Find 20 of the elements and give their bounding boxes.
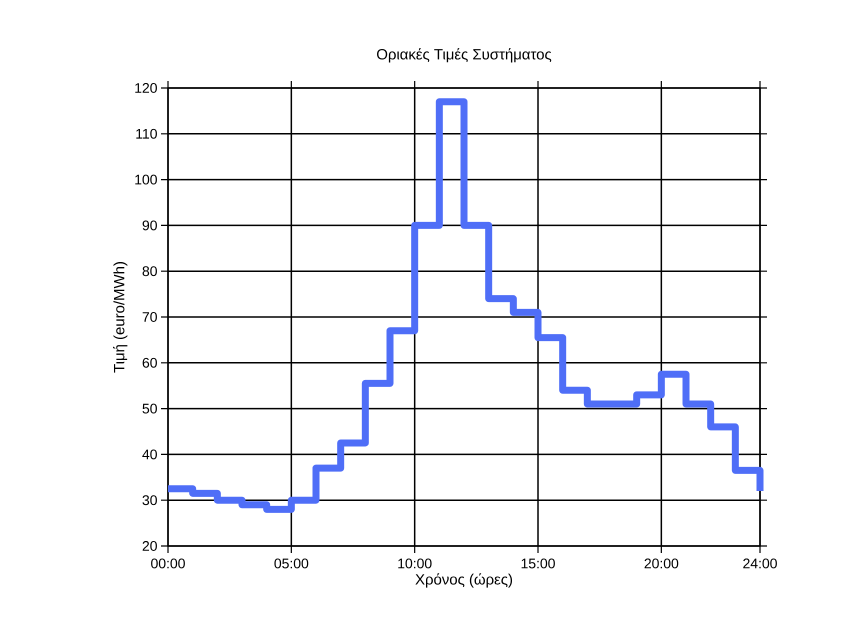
y-tick-label: 20 [142, 541, 157, 551]
y-tick-label: 120 [135, 83, 157, 93]
chart-title: Οριακές Τιμές Συστήματος [377, 48, 552, 62]
y-tick-label: 100 [135, 174, 157, 185]
y-tick-label: 110 [136, 128, 157, 139]
x-tick-label: 10:00 [398, 558, 432, 568]
x-tick-label: 00:00 [151, 558, 185, 568]
y-tick-label: 30 [142, 495, 157, 506]
x-tick-label: 05:00 [274, 558, 308, 568]
y-axis-title: Τιμή (euro/MWh) [113, 262, 128, 373]
y-tick-label: 70 [142, 312, 157, 322]
y-tick-label: 60 [142, 358, 157, 368]
x-tick-label: 24:00 [743, 558, 777, 568]
x-tick-label: 20:00 [644, 558, 678, 568]
x-axis-title: Χρόνος (ώρες) [415, 573, 512, 588]
y-tick-label: 40 [142, 449, 157, 460]
x-tick-label: 15:00 [522, 558, 555, 568]
y-tick-label: 90 [142, 220, 157, 230]
y-tick-label: 50 [142, 404, 157, 414]
y-tick-label: 80 [142, 266, 157, 276]
